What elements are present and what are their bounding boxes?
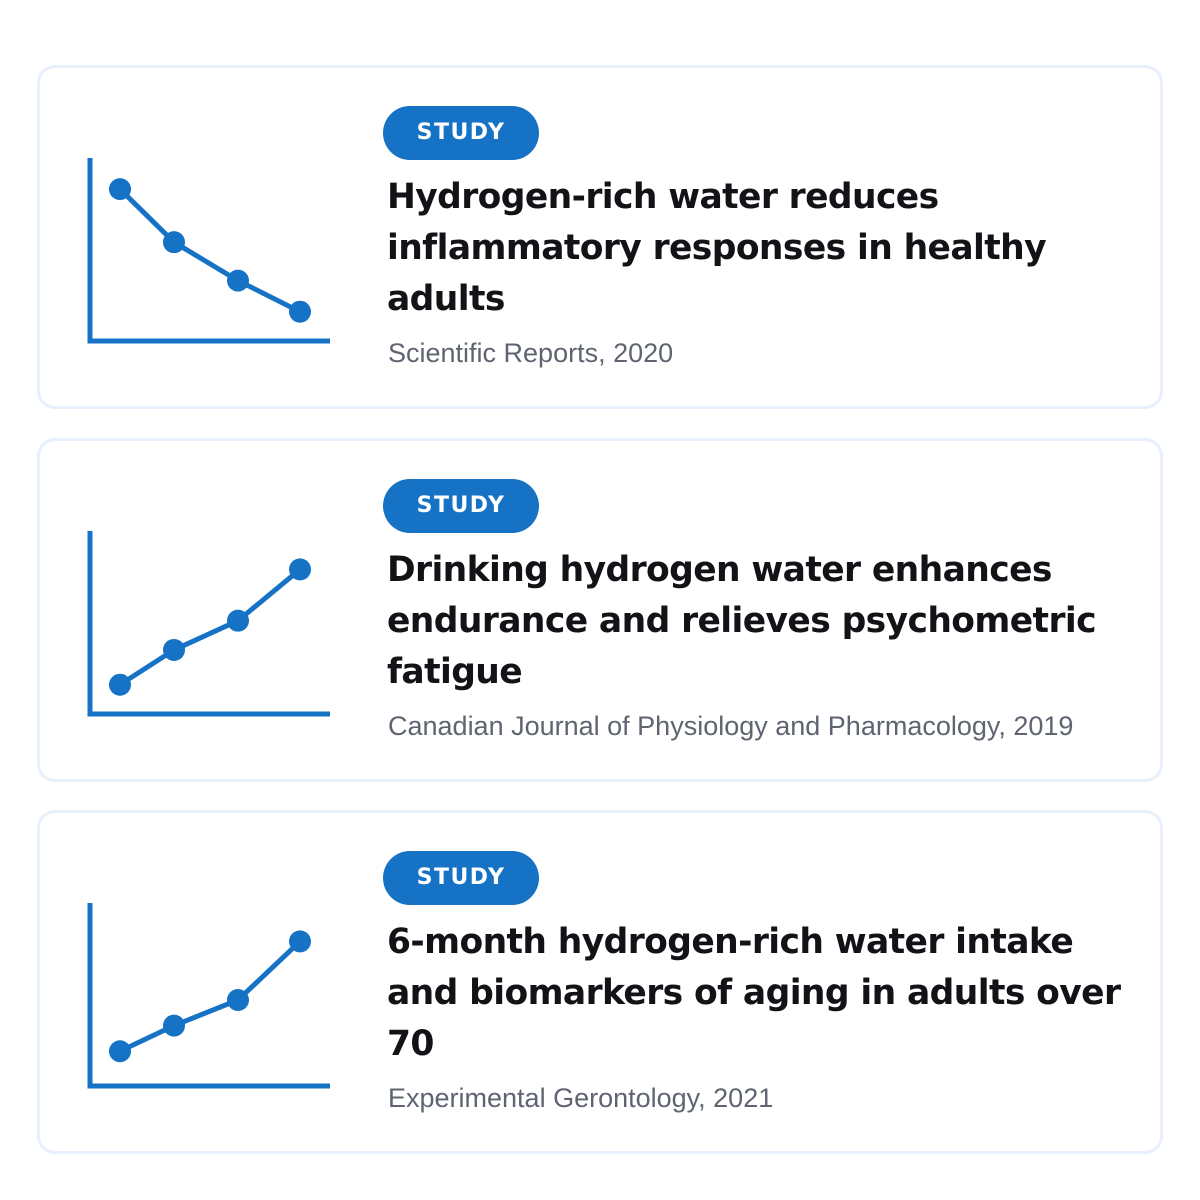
chart-axes — [87, 158, 330, 344]
trend-point — [109, 178, 131, 201]
trend-point — [163, 231, 185, 254]
trend-point — [109, 1040, 131, 1063]
study-badge: STUDY — [383, 851, 539, 905]
study-title: 6-month hydrogen-rich water intake and b… — [387, 922, 1121, 1064]
increasing-trend-chart-icon — [87, 903, 330, 1089]
study-card[interactable]: STUDY Drinking hydrogen water enhances e… — [37, 438, 1163, 782]
study-source: Scientific Reports, 2020 — [388, 338, 674, 368]
trend-point — [109, 673, 131, 696]
trend-line — [117, 938, 303, 1054]
trend-line — [117, 186, 303, 315]
study-card[interactable]: STUDY 6-month hydrogen-rich water intake… — [37, 810, 1163, 1154]
study-title: Drinking hydrogen water enhances enduran… — [387, 550, 1097, 692]
trend-point — [289, 300, 311, 323]
study-title: Hydrogen-rich water reduces inflammatory… — [387, 177, 1047, 319]
trend-chart-icon — [80, 148, 340, 348]
trend-point — [227, 269, 249, 292]
trend-point — [163, 1014, 185, 1037]
trend-chart-icon — [80, 893, 340, 1093]
study-badge: STUDY — [383, 106, 539, 160]
trend-line — [117, 566, 303, 688]
trend-chart-icon — [80, 521, 340, 721]
trend-point — [163, 638, 185, 661]
trend-point — [289, 558, 311, 581]
trend-point — [227, 988, 249, 1011]
study-source: Canadian Journal of Physiology and Pharm… — [388, 711, 1074, 741]
trend-point — [289, 930, 311, 953]
study-badge: STUDY — [383, 479, 539, 533]
decreasing-trend-chart-icon — [87, 158, 330, 344]
chart-axes — [87, 903, 330, 1089]
study-source: Experimental Gerontology, 2021 — [388, 1083, 774, 1113]
chart-axes — [87, 531, 330, 717]
trend-point — [227, 609, 249, 632]
increasing-trend-chart-icon — [87, 531, 330, 717]
study-card[interactable]: STUDY Hydrogen-rich water reduces inflam… — [37, 65, 1163, 409]
